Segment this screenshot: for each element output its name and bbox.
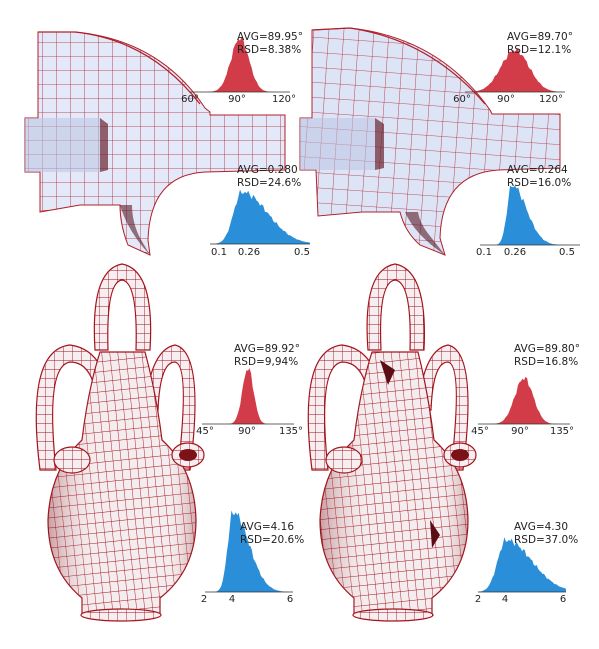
angle-stats-bottom-left: AVG=89.92° RSD=9,94% <box>234 343 300 369</box>
angle-tick-max-top-right: 120° <box>538 94 564 105</box>
edge-rsd-top-left: RSD=24.6% <box>237 177 302 189</box>
edge-tick-mid-top-left: 0.26 <box>237 247 261 258</box>
mesh-vase-left <box>35 263 205 622</box>
angle-tick-mid-top-right: 90° <box>497 94 515 105</box>
edge-tick-min-bottom-right: 2 <box>474 594 482 605</box>
edge-stats-top-left: AVG=0.280 RSD=24.6% <box>237 164 301 190</box>
angle-histogram-area <box>202 368 294 424</box>
edge-histogram-area <box>205 510 293 592</box>
edge-avg-bottom-left: AVG=4.16 <box>240 521 295 533</box>
angle-stats-bottom-right: AVG=89.80° RSD=16.8% <box>514 343 580 369</box>
histogram-edge-bottom-left <box>205 510 293 593</box>
edge-tick-mid-bottom-right: 4 <box>501 594 509 605</box>
edge-avg-top-left: AVG=0.280 <box>237 164 298 176</box>
angle-tick-max-bottom-right: 135° <box>549 426 575 437</box>
angle-stats-top-left: AVG=89.95° RSD=8.38% <box>237 31 303 57</box>
edge-rsd-top-right: RSD=16.0% <box>507 177 572 189</box>
edge-tick-max-bottom-left: 6 <box>286 594 294 605</box>
edge-tick-min-bottom-left: 2 <box>200 594 208 605</box>
angle-tick-mid-top-left: 90° <box>228 94 246 105</box>
angle-tick-min-top-right: 60° <box>453 94 471 105</box>
edge-stats-bottom-left: AVG=4.16 RSD=20.6% <box>240 521 304 547</box>
angle-rsd-top-right: RSD=12.1% <box>507 44 572 56</box>
angle-tick-max-top-left: 120° <box>271 94 297 105</box>
angle-rsd-bottom-right: RSD=16.8% <box>514 356 579 368</box>
angle-stats-top-right: AVG=89.70° RSD=12.1% <box>507 31 573 57</box>
angle-avg-bottom-left: AVG=89.92° <box>234 343 300 355</box>
edge-avg-top-right: AVG=0.264 <box>507 164 568 176</box>
angle-avg-top-right: AVG=89.70° <box>507 31 573 43</box>
angle-tick-mid-bottom-right: 90° <box>511 426 529 437</box>
angle-histogram-area <box>478 377 570 424</box>
edge-avg-bottom-right: AVG=4.30 <box>514 521 569 533</box>
angle-tick-mid-bottom-left: 90° <box>238 426 256 437</box>
edge-tick-max-bottom-right: 6 <box>559 594 567 605</box>
angle-tick-max-bottom-left: 135° <box>278 426 304 437</box>
edge-tick-mid-top-right: 0.26 <box>503 247 527 258</box>
histogram-edge-top-left <box>210 189 310 245</box>
edge-stats-bottom-right: AVG=4.30 RSD=37.0% <box>514 521 578 547</box>
edge-histogram-area <box>210 189 310 244</box>
angle-rsd-bottom-left: RSD=9,94% <box>234 356 299 368</box>
histogram-angle-bottom-right <box>478 377 570 425</box>
histogram-angle-bottom-left <box>202 368 294 425</box>
histogram-edge-bottom-right <box>478 537 566 593</box>
edge-histogram-area <box>480 185 580 245</box>
histogram-angle-top-left <box>190 36 290 93</box>
edge-tick-max-top-right: 0.5 <box>559 247 575 258</box>
histogram-angle-top-right <box>465 48 565 93</box>
edge-tick-max-top-left: 0.5 <box>294 247 310 258</box>
edge-tick-min-top-left: 0.1 <box>211 247 227 258</box>
angle-avg-bottom-right: AVG=89.80° <box>514 343 580 355</box>
angle-tick-min-top-left: 60° <box>181 94 199 105</box>
angle-histogram-area <box>465 48 565 92</box>
edge-stats-top-right: AVG=0.264 RSD=16.0% <box>507 164 571 190</box>
edge-tick-min-top-right: 0.1 <box>476 247 492 258</box>
edge-tick-mid-bottom-left: 4 <box>228 594 236 605</box>
edge-histogram-area <box>478 537 566 592</box>
angle-tick-min-bottom-right: 45° <box>471 426 489 437</box>
histogram-edge-top-right <box>480 185 580 246</box>
angle-tick-min-bottom-left: 45° <box>196 426 214 437</box>
angle-histogram-area <box>190 36 290 92</box>
mesh-top-right <box>299 27 561 256</box>
angle-avg-top-left: AVG=89.95° <box>237 31 303 43</box>
edge-rsd-bottom-left: RSD=20.6% <box>240 534 305 546</box>
mesh-vase-right <box>307 263 477 622</box>
edge-rsd-bottom-right: RSD=37.0% <box>514 534 579 546</box>
angle-rsd-top-left: RSD=8.38% <box>237 44 302 56</box>
mesh-top-left <box>24 31 286 256</box>
